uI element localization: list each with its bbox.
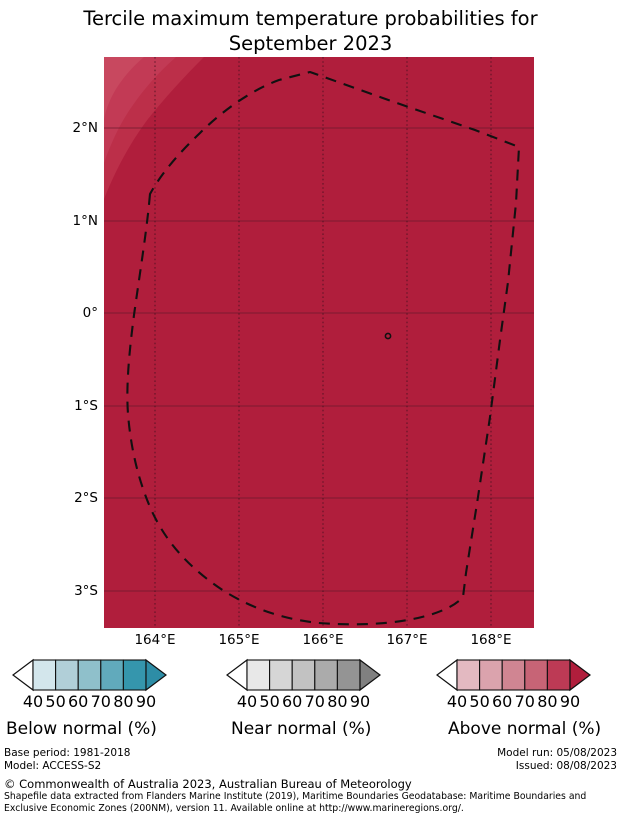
probability-fill-75: [104, 57, 144, 119]
ytick-label: 2°S: [74, 490, 98, 506]
footer-left: Base period: 1981-2018 Model: ACCESS-S2: [4, 747, 130, 773]
cbar-tick: 60: [68, 692, 89, 711]
colorbar-cell: [32, 659, 57, 691]
colorbar-cell: [77, 659, 102, 691]
legend-near-normal: 40 50 60 70 80 90: [222, 658, 422, 718]
probability-fill-90: [104, 57, 534, 628]
xtick-label: 164°E: [134, 632, 176, 648]
model-run-text: Model run: 05/08/2023: [497, 747, 617, 759]
title-line-2: September 2023: [228, 32, 393, 55]
legend-caption-near-normal: Near normal (%): [231, 719, 372, 739]
colorbar-arrow-left-icon: [226, 658, 248, 692]
longitude-axis: 164°E 165°E 166°E 167°E 168°E: [104, 632, 534, 654]
title-line-1: Tercile maximum temperature probabilitie…: [83, 7, 538, 30]
colorbar-arrow-left-icon: [12, 658, 34, 692]
colorbar-cell: [336, 659, 361, 691]
colorbar-cell: [122, 659, 147, 691]
shapefile-line-2: Exclusive Economic Zones (200NM), versio…: [4, 802, 464, 814]
xtick-label: 166°E: [302, 632, 344, 648]
cbar-tick: 40: [22, 692, 44, 711]
model-text: Model: ACCESS-S2: [4, 760, 102, 772]
page-title: Tercile maximum temperature probabilitie…: [0, 6, 621, 56]
colorbar-cell: [501, 659, 526, 691]
colorbar-arrow-right-icon: [569, 658, 591, 692]
cbar-tick: 90: [135, 692, 157, 711]
legend-below-normal: 40 50 60 70 80 90: [8, 658, 208, 718]
cbar-tick: 50: [45, 692, 66, 711]
colorbar-cell: [456, 659, 481, 691]
map-canvas: [104, 57, 534, 628]
legend-caption-above-normal: Above normal (%): [448, 719, 602, 739]
cbar-tick: 80: [537, 692, 558, 711]
cbar-tick: 70: [304, 692, 325, 711]
copyright-text: © Commonwealth of Australia 2023, Austra…: [4, 777, 412, 791]
cbar-tick: 50: [469, 692, 490, 711]
island-marker: [384, 332, 392, 340]
colorbar-cell: [479, 659, 503, 691]
cbar-tick: 90: [559, 692, 581, 711]
ytick-label: 3°S: [74, 583, 98, 599]
colorbar-below-normal: [12, 658, 167, 692]
longitude-gridlines: [154, 57, 492, 628]
cbar-tick: 50: [259, 692, 280, 711]
eez-boundary: [126, 70, 521, 626]
cbar-tick: 60: [282, 692, 303, 711]
colorbar-arrow-left-icon: [436, 658, 458, 692]
cbar-tick: 80: [113, 692, 134, 711]
colorbar-near-normal: [226, 658, 381, 692]
legend-above-normal: 40 50 60 70 80 90: [432, 658, 621, 718]
ytick-label: 1°N: [72, 213, 98, 229]
cbar-tick: 40: [446, 692, 468, 711]
cbar-tick: 70: [514, 692, 535, 711]
shapefile-line-1: Shapefile data extracted from Flanders M…: [4, 791, 587, 802]
colorbar-arrow-right-icon: [145, 658, 167, 692]
map-panel: [104, 57, 534, 628]
cbar-tick: 60: [492, 692, 513, 711]
xtick-label: 168°E: [470, 632, 512, 648]
colorbar-cell: [55, 659, 79, 691]
cbar-tick: 80: [327, 692, 348, 711]
footer-right: Model run: 05/08/2023 Issued: 08/08/2023: [497, 747, 617, 773]
latitude-axis: 2°N 1°N 0° 1°S 2°S 3°S: [34, 57, 98, 628]
latitude-gridlines: [104, 127, 534, 592]
cbar-tick: 70: [90, 692, 111, 711]
issued-text: Issued: 08/08/2023: [515, 760, 617, 772]
xtick-label: 165°E: [218, 632, 260, 648]
colorbar-above-normal: [436, 658, 591, 692]
probability-fill-80: [104, 57, 176, 163]
colorbar-cell: [246, 659, 271, 691]
shapefile-attribution: Shapefile data extracted from Flanders M…: [4, 791, 604, 814]
legend-caption-below-normal: Below normal (%): [6, 719, 157, 739]
colorbar-cell: [524, 659, 548, 691]
colorbar-cell: [291, 659, 316, 691]
base-period-text: Base period: 1981-2018: [4, 747, 131, 759]
ytick-label: 2°N: [72, 120, 98, 136]
colorbar-cell: [314, 659, 338, 691]
ytick-label: 1°S: [74, 398, 98, 414]
colorbar-cell: [269, 659, 293, 691]
colorbar-cell: [546, 659, 571, 691]
ytick-label: 0°: [82, 305, 98, 321]
cbar-tick: 90: [349, 692, 371, 711]
colorbar-arrow-right-icon: [359, 658, 381, 692]
xtick-label: 167°E: [386, 632, 428, 648]
cbar-tick: 40: [236, 692, 258, 711]
colorbar-cell: [100, 659, 124, 691]
